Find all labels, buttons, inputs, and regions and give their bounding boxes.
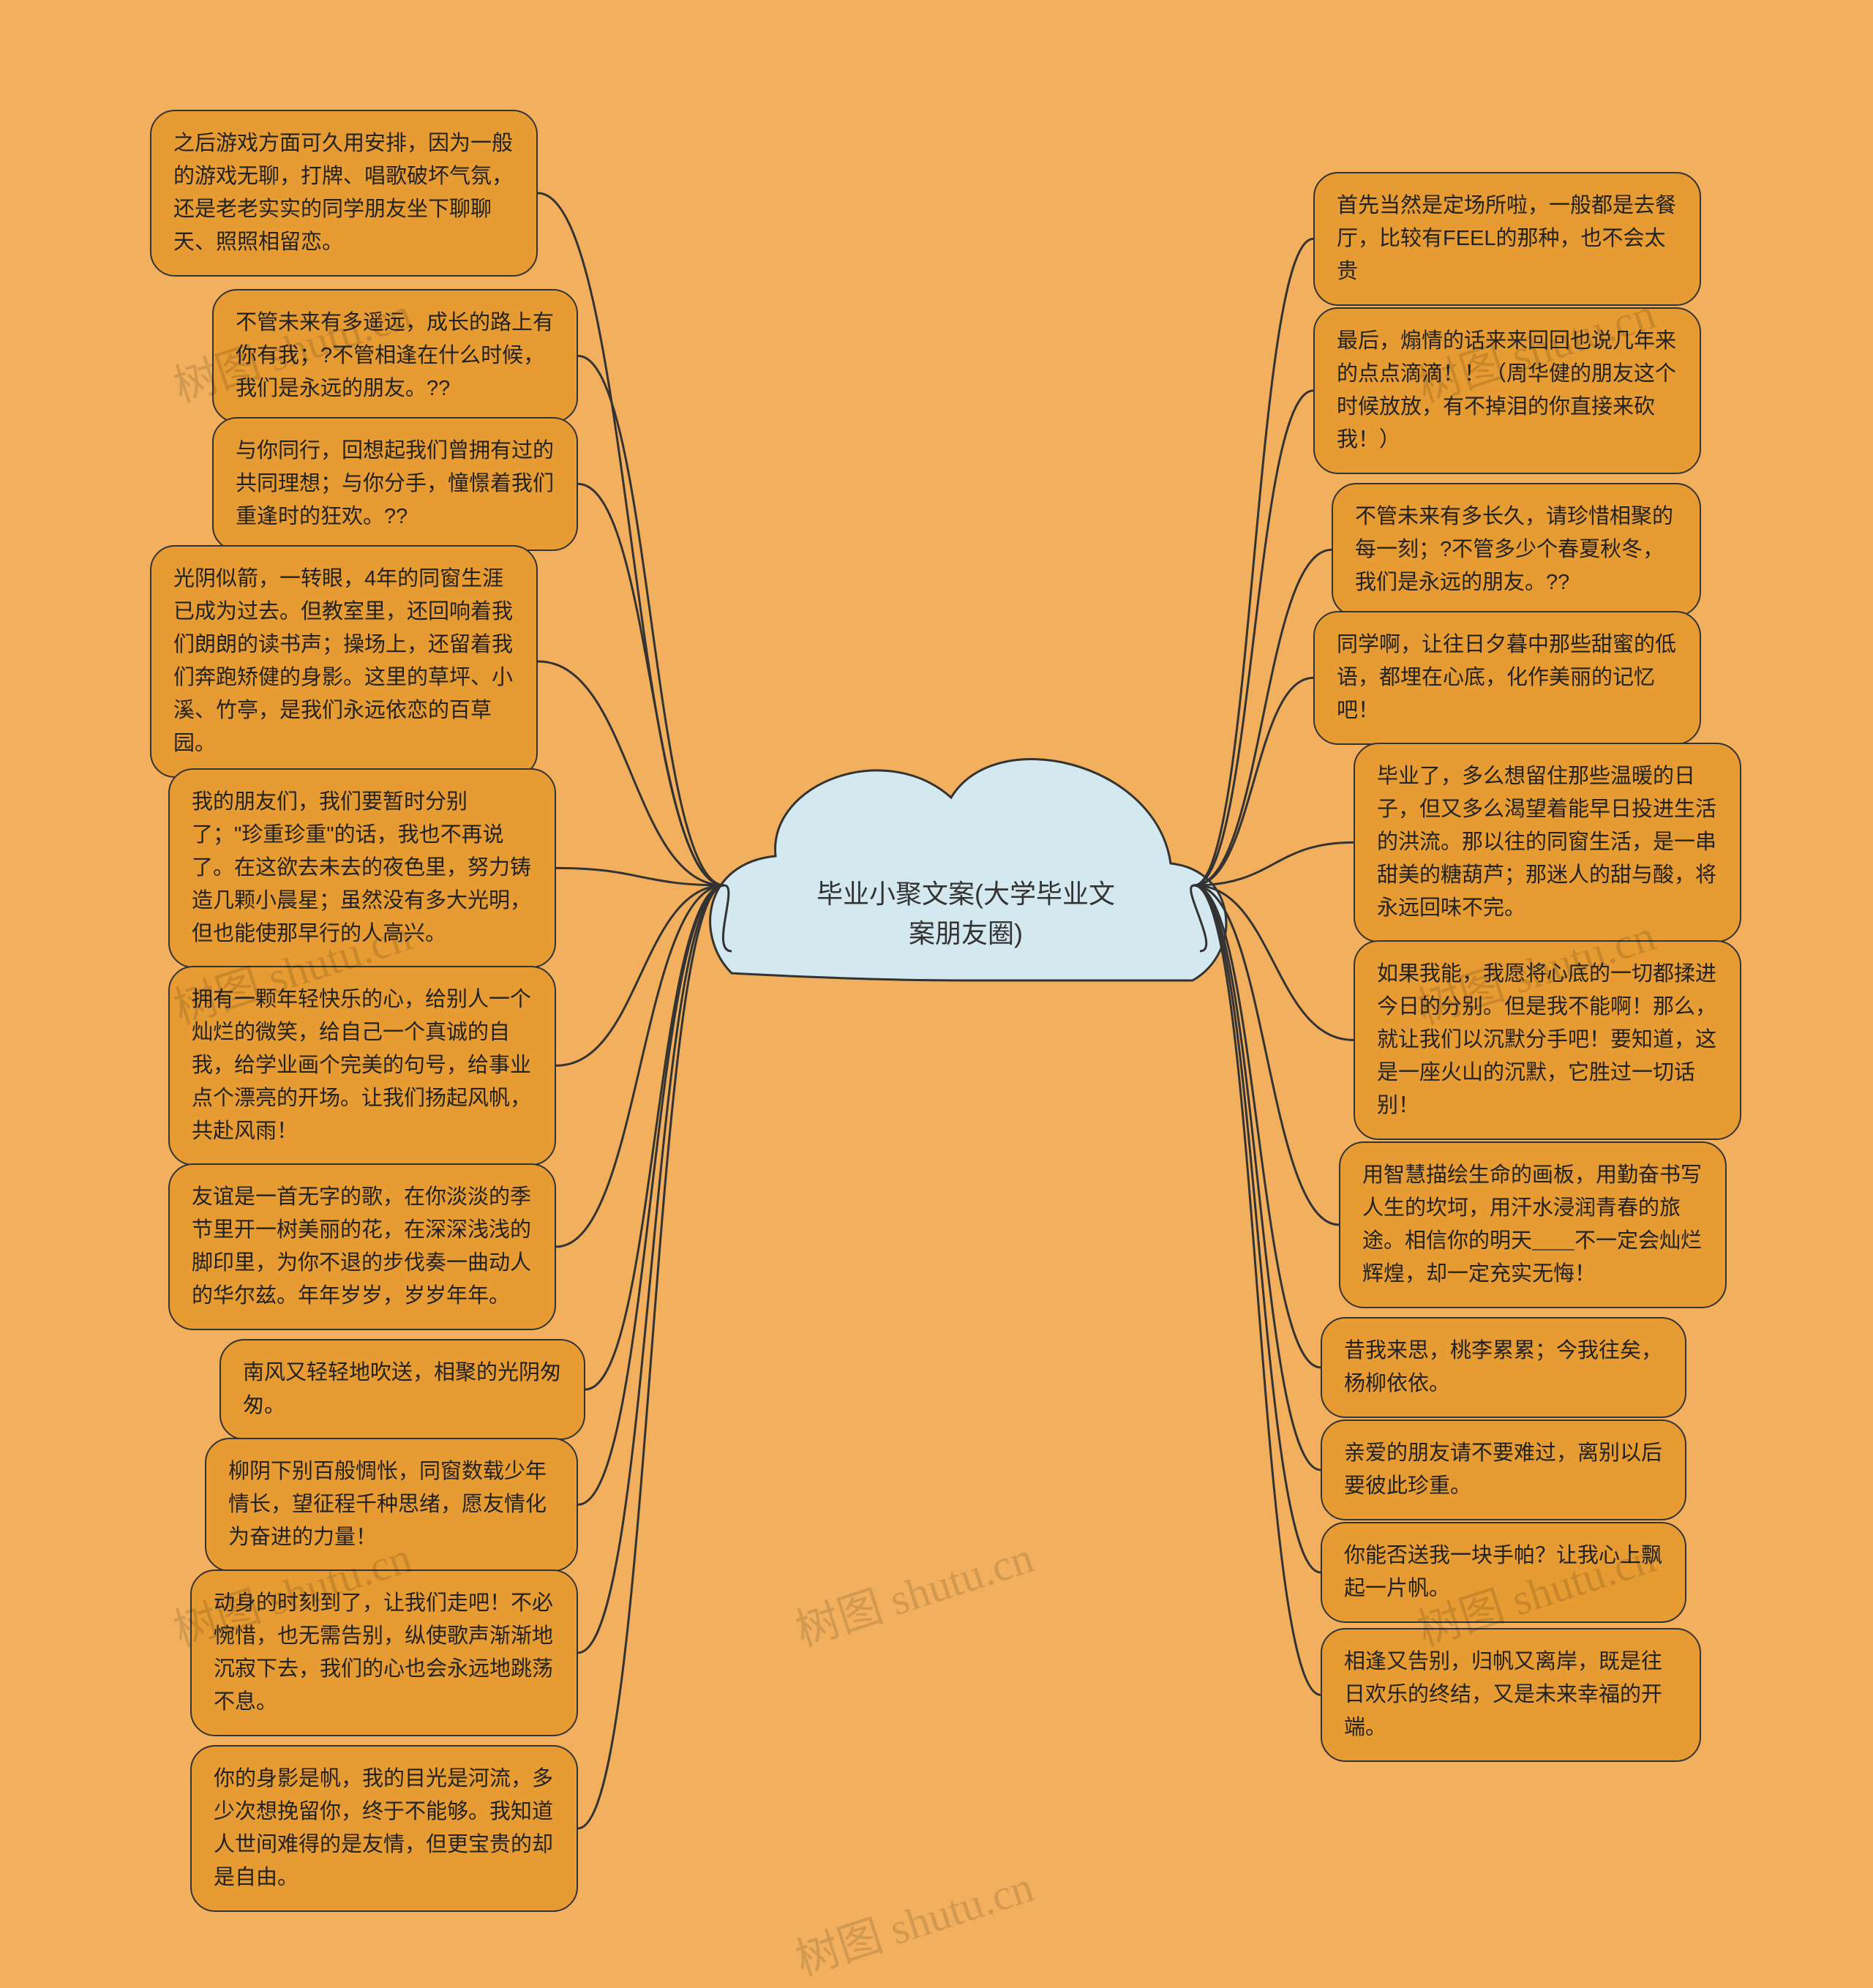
right-node-7: 昔我来思，桃李累累；今我往矣，杨柳依依。 [1321,1317,1686,1418]
right-node-8: 亲爱的朋友请不要难过，离别以后要彼此珍重。 [1321,1419,1686,1520]
watermark-5: 树图 shutu.cn [787,1522,1040,1659]
left-node-10: 你的身影是帆，我的目光是河流，多少次想挽留你，终于不能够。我知道人世间难得的是友… [190,1745,578,1912]
left-node-3: 光阴似箭，一转眼，4年的同窗生涯已成为过去。但教室里，还回响着我们朗朗的读书声；… [150,545,538,778]
right-node-9: 你能否送我一块手帕？让我心上飘起一片帆。 [1321,1522,1686,1623]
right-node-6: 用智慧描绘生命的画板，用勤奋书写人生的坎坷，用汗水浸润青春的旅途。相信你的明天＿… [1339,1141,1727,1308]
right-node-4: 毕业了，多么想留住那些温暖的日子，但又多么渴望着能早日投进生活的洪流。那以往的同… [1354,743,1741,942]
left-node-2: 与你同行，回想起我们曾拥有过的共同理想；与你分手，憧憬着我们重逢时的狂欢。?? [212,417,578,551]
right-node-10: 相逢又告别，归帆又离岸，既是往日欢乐的终结，又是未来幸福的开端。 [1321,1628,1701,1762]
watermark-7: 树图 shutu.cn [787,1851,1040,1988]
left-node-9: 动身的时刻到了，让我们走吧！不必惋惜，也无需告别，纵使歌声渐渐地沉寂下去，我们的… [190,1569,578,1736]
left-node-4: 我的朋友们，我们要暂时分别了；"珍重珍重"的话，我也不再说了。在这欲去未去的夜色… [168,768,556,968]
right-node-3: 同学啊，让往日夕暮中那些甜蜜的低语，都埋在心底，化作美丽的记忆吧！ [1313,611,1701,745]
center-title-line2: 案朋友圈) [909,918,1023,948]
right-node-0: 首先当然是定场所啦，一般都是去餐厅，比较有FEEL的那种，也不会太贵 [1313,172,1701,306]
right-node-5: 如果我能，我愿将心底的一切都揉进今日的分别。但是我不能啊！那么，就让我们以沉默分… [1354,940,1741,1140]
left-node-6: 友谊是一首无字的歌，在你淡淡的季节里开一树美丽的花，在深深浅浅的脚印里，为你不退… [168,1163,556,1330]
left-node-1: 不管未来有多遥远，成长的路上有你有我；?不管相逢在什么时候，我们是永远的朋友。?… [212,289,578,423]
left-node-0: 之后游戏方面可久用安排，因为一般的游戏无聊，打牌、唱歌破坏气氛，还是老老实实的同… [150,110,538,277]
center-title-line1: 毕业小聚文案(大学毕业文 [817,879,1115,909]
left-node-8: 柳阴下别百般惆怅，同窗数载少年情长，望征程千种思绪，愿友情化为奋进的力量！ [205,1438,578,1572]
left-node-5: 拥有一颗年轻快乐的心，给别人一个灿烂的微笑，给自己一个真诚的自我，给学业画个完美… [168,966,556,1166]
left-node-7: 南风又轻轻地吹送，相聚的光阴匆匆。 [219,1339,585,1440]
right-node-2: 不管未来有多长久，请珍惜相聚的每一刻；?不管多少个春夏秋冬，我们是永远的朋友。?… [1332,483,1701,617]
center-title: 毕业小聚文案(大学毕业文 案朋友圈) [797,874,1134,953]
right-node-1: 最后，煽情的话来来回回也说几年来的点点滴滴！！（周华健的朋友这个时候放放，有不掉… [1313,307,1701,474]
